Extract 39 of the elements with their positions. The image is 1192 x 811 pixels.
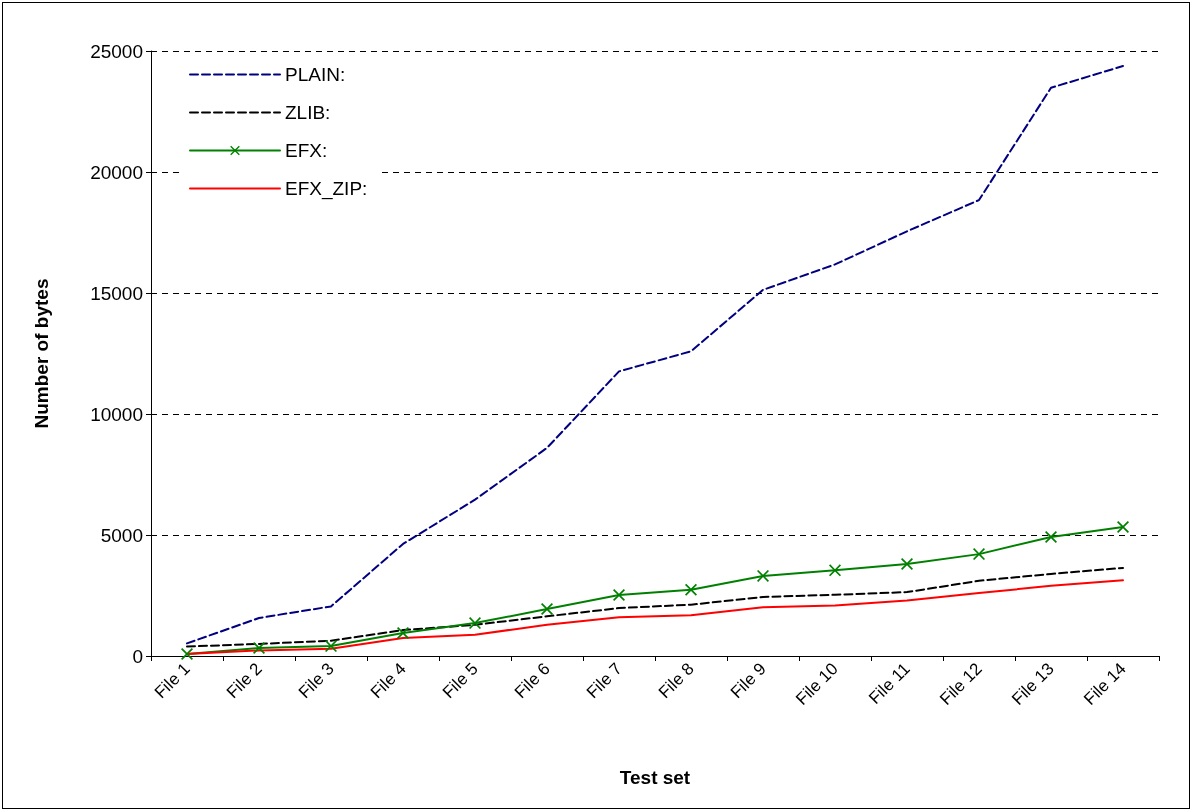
point [1117,521,1129,534]
y-axis-title: Number of bytes [31,278,52,429]
point [253,642,265,655]
x-tick-label: File 9 [726,659,770,703]
point [181,648,193,661]
x-tick-label: File 2 [222,659,266,703]
x-tick-label: File 14 [1080,659,1130,709]
x-tick-label: File 1 [150,659,194,703]
legend-label: EFX_ZIP: [285,178,368,200]
y-tick-label: 25000 [90,40,143,62]
x-tick-label: File 13 [1008,659,1058,709]
y-tick-label: 20000 [90,161,143,183]
point [901,558,913,571]
point [613,589,625,602]
point [973,548,985,561]
x-tick-label: File 12 [936,659,986,709]
y-tick-label: 5000 [100,524,143,546]
x-tick-label: File 10 [792,659,842,709]
point [757,569,769,582]
legend-label: EFX: [285,140,328,161]
line-series [186,65,1124,645]
x-tick-label: File 8 [654,659,698,703]
y-tick-label: 10000 [90,403,143,425]
legend-label: ZLIB: [285,102,331,123]
x-tick-label: File 3 [294,659,338,703]
point [541,603,553,616]
y-tick-label: 15000 [90,282,143,304]
x-tick-label: File 11 [865,659,914,708]
y-tick-label: 0 [132,645,143,667]
x-tick-label: File 7 [582,659,626,703]
point [325,640,337,653]
point [1045,530,1057,543]
x-tick-label: File 4 [366,659,410,703]
point [397,627,409,640]
point [469,617,481,630]
x-tick-label: File 6 [510,659,554,703]
x-tick-label: File 5 [438,659,482,703]
x-axis-title: Test set [619,767,691,788]
legend-label: PLAIN: [285,64,346,85]
